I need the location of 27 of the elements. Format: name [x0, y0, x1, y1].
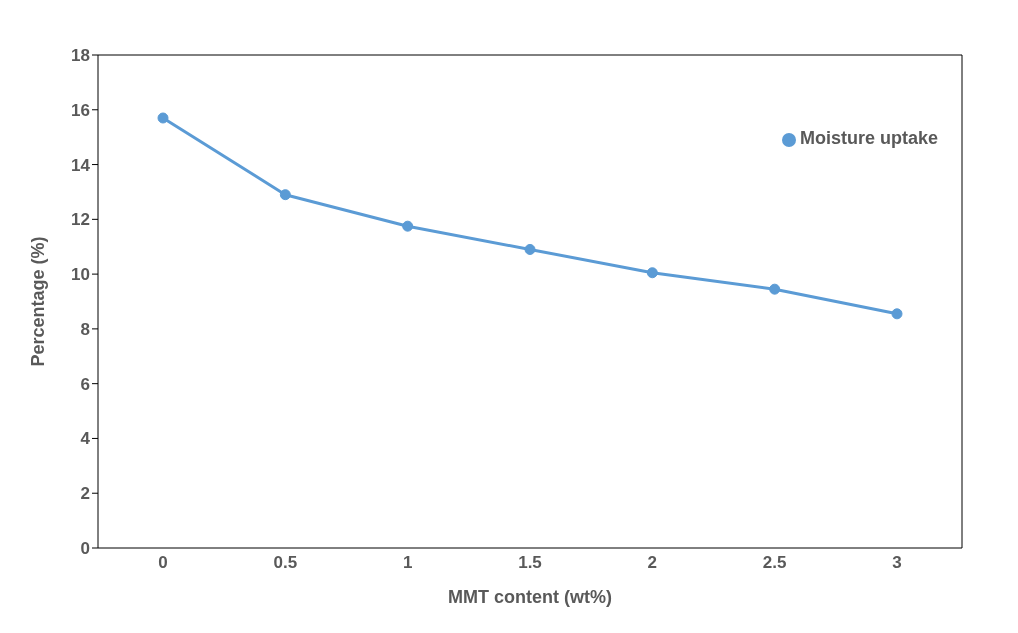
x-axis-title: MMT content (wt%) — [448, 587, 612, 607]
y-tick-label: 0 — [80, 539, 90, 559]
y-tick-label: 10 — [71, 265, 90, 285]
y-tick-label: 16 — [71, 100, 90, 120]
x-tick-label: 1 — [402, 553, 413, 573]
point — [279, 189, 291, 201]
x-tick-label: 1.5 — [518, 553, 542, 573]
y-tick-label: 2 — [80, 484, 90, 504]
x-tick-label: 2.5 — [762, 553, 787, 573]
y-tick-label: 4 — [80, 429, 91, 449]
y-tick-label: 12 — [71, 210, 90, 230]
x-tick-label: 0 — [158, 553, 168, 573]
point — [157, 112, 169, 124]
legend-label: Moisture uptake — [799, 128, 938, 148]
point — [769, 283, 781, 295]
x-tick-label: 2 — [647, 553, 658, 573]
x-tick-label: 3 — [892, 553, 902, 573]
point — [891, 308, 903, 320]
point — [524, 243, 536, 255]
y-tick-label: 18 — [71, 46, 90, 66]
point — [402, 220, 414, 232]
y-tick-label: 8 — [80, 319, 90, 339]
point — [646, 267, 658, 279]
x-tick-label: 0.5 — [273, 553, 298, 573]
y-axis-title: Percentage (%) — [28, 236, 49, 367]
y-tick-label: 6 — [80, 374, 90, 394]
y-tick-label: 14 — [71, 155, 91, 175]
